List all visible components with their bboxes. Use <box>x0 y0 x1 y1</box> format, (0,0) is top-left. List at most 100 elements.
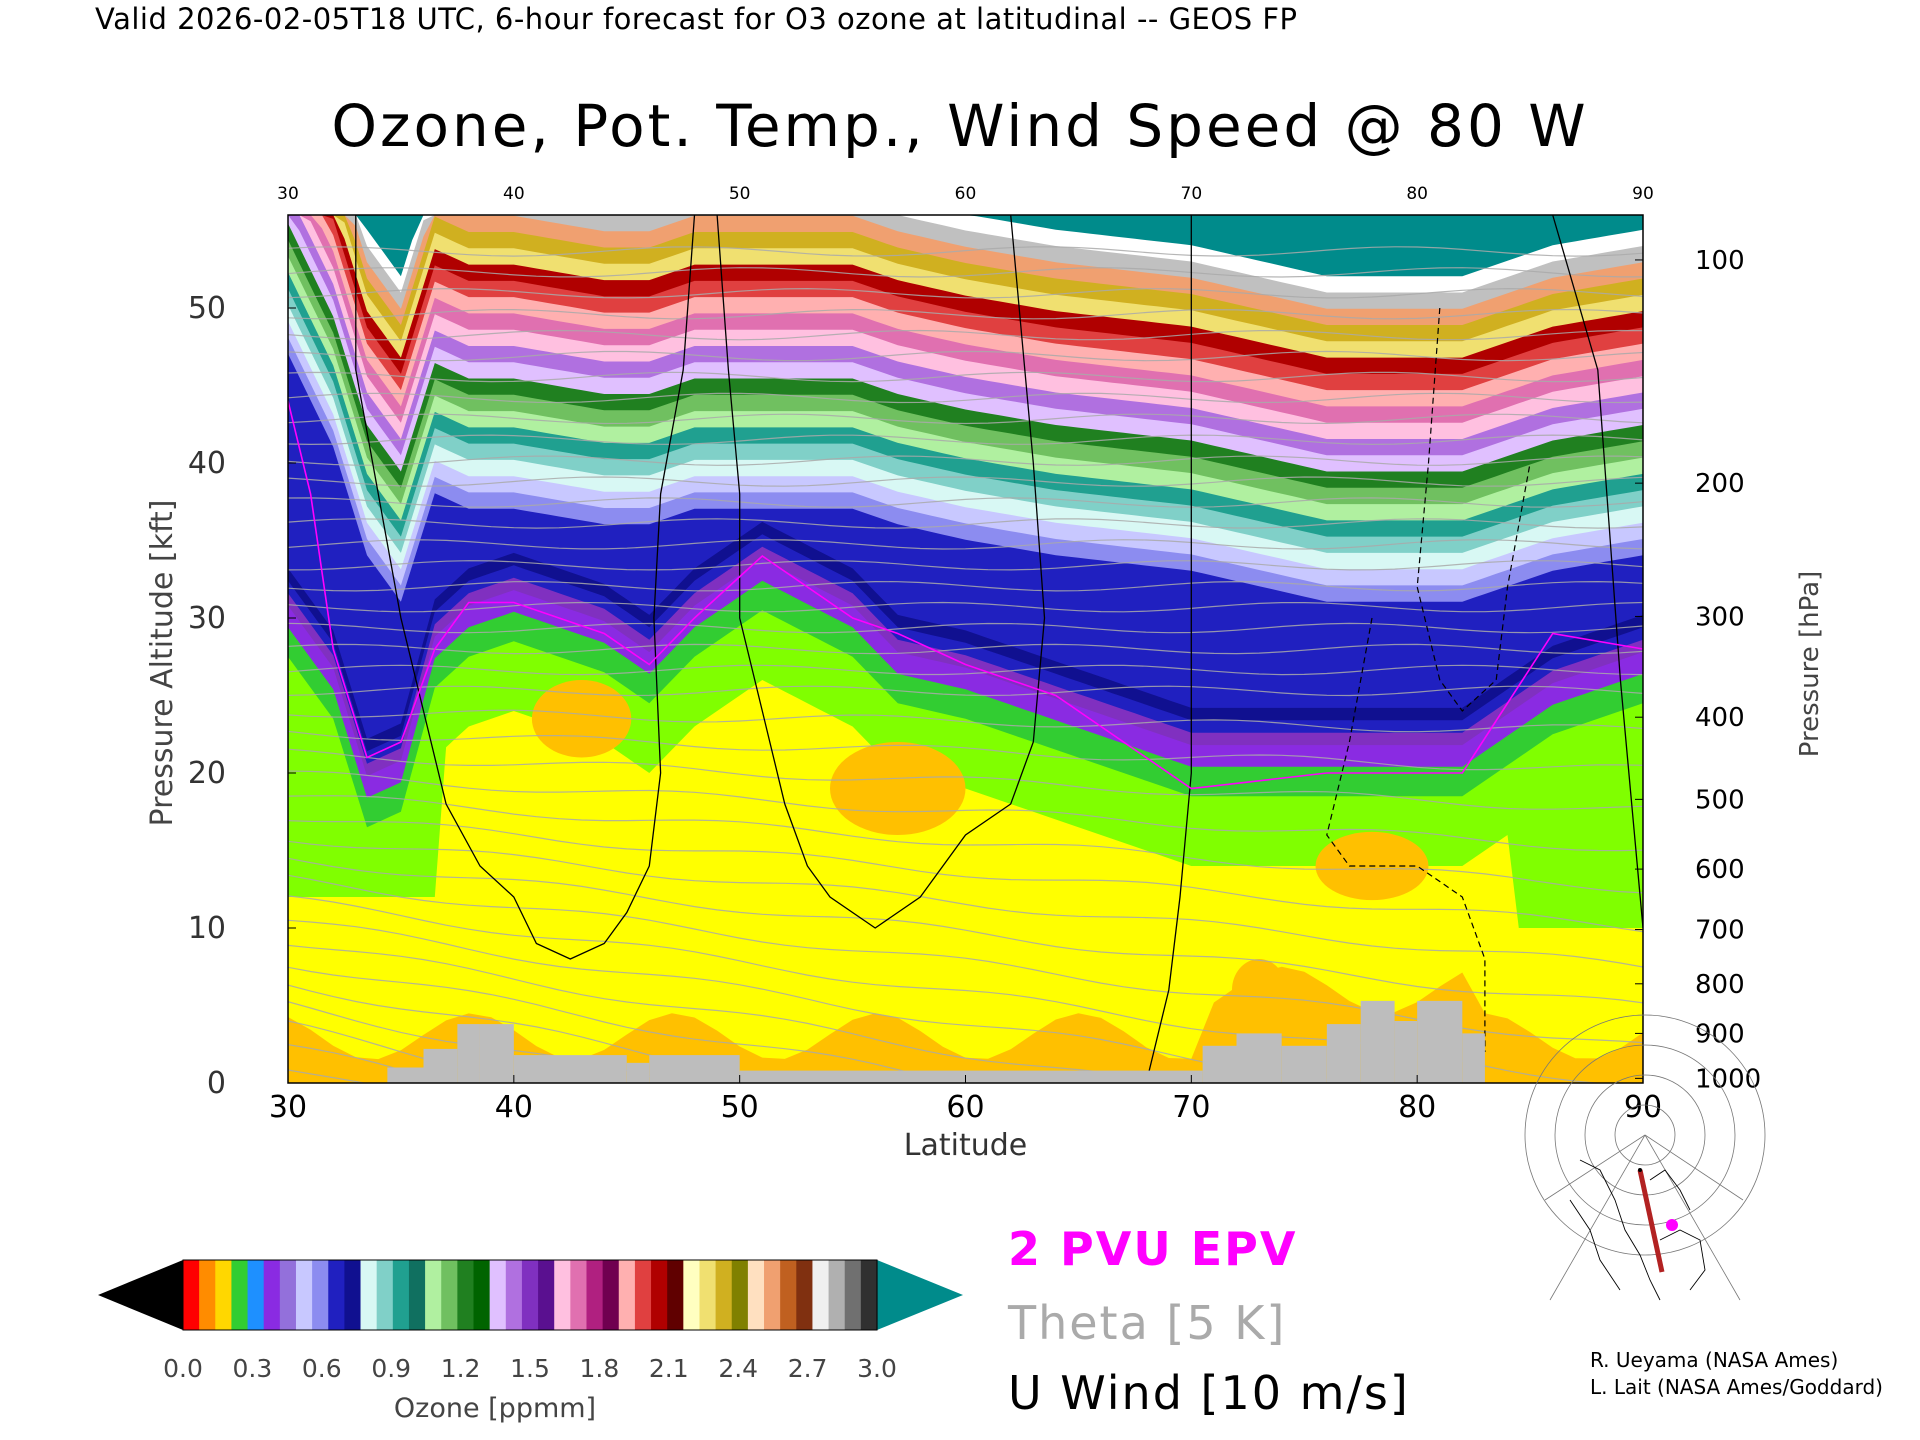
theta-isoline <box>288 287 1643 299</box>
colorbar-tick-label: 1.8 <box>580 1354 620 1383</box>
colorbar-swatch <box>860 1260 878 1330</box>
terrain-block <box>423 1048 458 1083</box>
terrain-block <box>1281 1045 1327 1083</box>
x-top-tick-label: 50 <box>729 184 751 204</box>
colorbar-label: Ozone [ppmm] <box>394 1393 596 1424</box>
uwind-negative-isotach <box>1416 307 1531 712</box>
terrain-block <box>1394 1021 1418 1083</box>
colorbar-swatch <box>844 1260 862 1330</box>
colorbar-swatch <box>602 1260 620 1330</box>
colorbar-swatch <box>328 1260 345 1330</box>
y-tick-label: 0 <box>207 1066 226 1101</box>
colorbar-swatch <box>796 1260 814 1330</box>
colorbar-over-arrow <box>877 1260 963 1330</box>
colorbar-swatch <box>425 1260 442 1330</box>
map-latitude-circle <box>1554 1044 1736 1226</box>
x-tick-label: 50 <box>721 1090 759 1125</box>
terrain-block <box>387 1067 424 1083</box>
map-latitude-circle <box>1614 1104 1676 1166</box>
colorbar-tick-label: 3.0 <box>857 1354 897 1383</box>
theta-isoline <box>288 984 811 1083</box>
colorbar-swatch <box>554 1260 571 1330</box>
colorbar-swatch <box>683 1260 701 1330</box>
colorbar-swatch <box>183 1260 200 1330</box>
x-tick-label: 60 <box>946 1090 984 1125</box>
theta-isoline <box>288 730 1643 771</box>
uwind-isotach <box>1552 215 1643 929</box>
x-top-tick-label: 90 <box>1632 184 1654 204</box>
colorbar-swatch <box>312 1260 329 1330</box>
ozone-band-strat <box>288 353 1643 789</box>
uwind-negative <box>1326 307 1531 1052</box>
theta-contours <box>288 246 1643 1083</box>
pressure-tick-label: 800 <box>1695 970 1745 1000</box>
x-top-tick-label: 60 <box>955 184 977 204</box>
map-pole <box>1638 1168 1642 1172</box>
colorbar-swatch <box>489 1260 507 1330</box>
colorbar-swatch <box>295 1260 313 1330</box>
terrain-block <box>1326 1024 1361 1083</box>
colorbar-swatch <box>715 1260 733 1330</box>
theta-isoline <box>288 944 1171 1083</box>
colorbar-swatch <box>618 1260 636 1330</box>
theta-isoline <box>288 709 1643 733</box>
theta-isoline <box>288 560 1643 571</box>
colorbar-swatch <box>828 1260 846 1330</box>
theta-isoline <box>288 413 1643 425</box>
legend-theta: Theta [5 K] <box>1008 1296 1287 1350</box>
pressure-tick-label: 600 <box>1695 855 1745 885</box>
legend-epv: 2 PVU EPV <box>1008 1222 1298 1276</box>
ozone-blob <box>1231 959 1287 1021</box>
colorbar-swatch <box>392 1260 410 1330</box>
theta-isoline <box>288 919 1385 1083</box>
x-tick-label: 90 <box>1624 1090 1662 1125</box>
terrain-block <box>1360 1000 1395 1083</box>
theta-isoline <box>288 329 1643 341</box>
colorbar-swatch <box>231 1260 249 1330</box>
colorbar-tick-label: 2.1 <box>649 1354 689 1383</box>
colorbar-swatch <box>731 1260 749 1330</box>
theta-isoline <box>288 267 1643 278</box>
colorbar-swatch <box>699 1260 717 1330</box>
colorbar-tick-label: 0.9 <box>371 1354 411 1383</box>
terrain-block <box>457 1024 480 1083</box>
colorbar-swatch <box>473 1260 491 1330</box>
x-top-tick-label: 80 <box>1406 184 1428 204</box>
map-latitude-circle <box>1524 1014 1766 1256</box>
colorbar-tick-label: 1.2 <box>441 1354 481 1383</box>
colorbar-tick-label: 2.7 <box>788 1354 828 1383</box>
uwind-isotach <box>355 215 696 960</box>
x-axis-label: Latitude <box>904 1128 1027 1163</box>
theta-isoline <box>288 820 1643 933</box>
credit-ueyama: R. Ueyama (NASA Ames) <box>1590 1348 1839 1372</box>
map-coastline <box>1569 1159 1706 1301</box>
colorbar-swatch <box>215 1260 233 1330</box>
colorbar-swatch <box>747 1260 765 1330</box>
pressure-tick-label: 700 <box>1695 916 1745 946</box>
colorbar-swatch <box>344 1260 362 1330</box>
theta-isoline <box>288 664 1643 676</box>
colorbar-swatch <box>279 1260 297 1330</box>
theta-isoline <box>288 371 1643 383</box>
colorbar-tick-label: 2.4 <box>718 1354 758 1383</box>
theta-isoline <box>288 748 1643 810</box>
y2-axis-label: Pressure [hPa] <box>1795 571 1825 758</box>
uwind-isotach <box>1145 215 1192 1083</box>
colorbar-swatch <box>457 1260 475 1330</box>
colorbar-swatch <box>780 1260 797 1330</box>
colorbar-swatch <box>538 1260 555 1330</box>
ozone-blob <box>531 680 632 758</box>
pressure-tick-label: 400 <box>1695 703 1745 733</box>
theta-isoline <box>288 580 1643 592</box>
theta-isoline <box>288 308 1643 320</box>
x-top-tick-label: 70 <box>1181 184 1203 204</box>
theta-isoline <box>288 455 1643 466</box>
map-coastlines <box>1569 1159 1706 1301</box>
map-meridian <box>1644 1134 1741 1301</box>
pressure-tick-label: 100 <box>1695 246 1745 276</box>
colorbar-tick-label: 0.0 <box>163 1354 203 1383</box>
terrain-block <box>1462 1033 1485 1083</box>
colorbar-swatch <box>586 1260 604 1330</box>
